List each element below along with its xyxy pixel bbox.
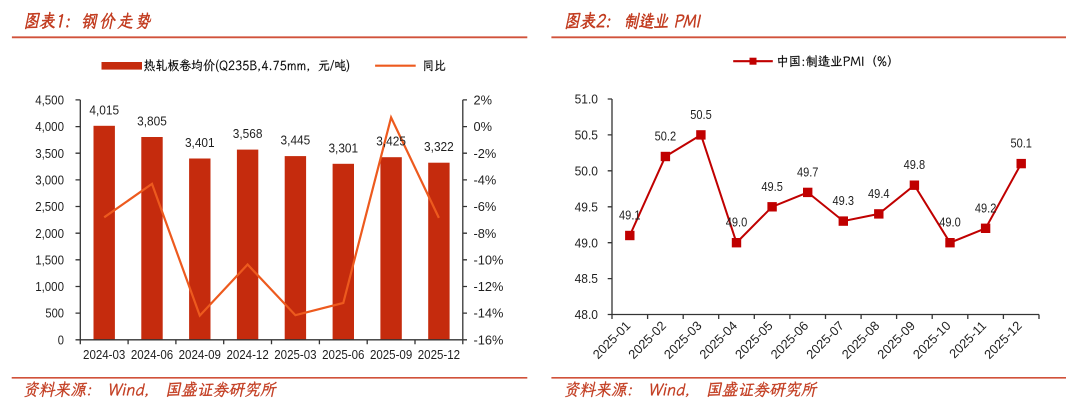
svg-text:-12%: -12% — [474, 279, 504, 294]
svg-text:2025-06: 2025-06 — [322, 347, 364, 362]
svg-text:2024-06: 2024-06 — [131, 347, 173, 362]
svg-text:3,425: 3,425 — [376, 134, 406, 149]
svg-text:48.5: 48.5 — [575, 271, 598, 286]
svg-text:49.2: 49.2 — [975, 200, 997, 215]
svg-text:-8%: -8% — [474, 226, 497, 241]
svg-text:-10%: -10% — [474, 252, 504, 267]
svg-text:49.0: 49.0 — [575, 235, 598, 250]
svg-text:50.1: 50.1 — [1010, 136, 1032, 151]
svg-text:2024-03: 2024-03 — [83, 347, 125, 362]
svg-text:2,000: 2,000 — [35, 226, 64, 241]
svg-text:2025-09: 2025-09 — [370, 347, 412, 362]
svg-text:49.7: 49.7 — [797, 164, 819, 179]
svg-text:4,000: 4,000 — [35, 119, 64, 134]
svg-text:48.0: 48.0 — [575, 307, 598, 322]
svg-text:49.0: 49.0 — [939, 215, 961, 230]
svg-text:51.0: 51.0 — [575, 92, 598, 107]
svg-text:2%: 2% — [474, 93, 493, 108]
svg-text:1,000: 1,000 — [35, 279, 64, 294]
svg-text:50.5: 50.5 — [575, 128, 598, 143]
svg-text:2025-12: 2025-12 — [418, 347, 460, 362]
svg-text:-4%: -4% — [474, 173, 497, 188]
svg-text:3,568: 3,568 — [233, 126, 263, 141]
svg-text:3,322: 3,322 — [424, 139, 454, 154]
svg-text:49.3: 49.3 — [833, 193, 855, 208]
svg-text:49.4: 49.4 — [868, 186, 890, 201]
svg-text:49.5: 49.5 — [761, 179, 783, 194]
svg-text:49.0: 49.0 — [726, 215, 748, 230]
svg-text:500: 500 — [45, 306, 64, 321]
svg-text:50.5: 50.5 — [690, 107, 712, 122]
svg-text:-6%: -6% — [474, 199, 497, 214]
svg-text:4,500: 4,500 — [35, 93, 64, 108]
svg-text:-16%: -16% — [474, 332, 504, 347]
svg-text:3,445: 3,445 — [281, 133, 311, 148]
svg-text:2024-12: 2024-12 — [226, 347, 268, 362]
svg-text:50.0: 50.0 — [575, 163, 598, 178]
svg-text:2025-03: 2025-03 — [274, 347, 316, 362]
svg-text:-2%: -2% — [474, 146, 497, 161]
svg-text:3,805: 3,805 — [137, 114, 167, 129]
svg-text:3,301: 3,301 — [328, 140, 358, 155]
svg-text:50.2: 50.2 — [655, 129, 677, 144]
svg-text:-14%: -14% — [474, 306, 504, 321]
svg-text:1,500: 1,500 — [35, 252, 64, 267]
svg-text:49.8: 49.8 — [904, 157, 926, 172]
svg-text:3,000: 3,000 — [35, 173, 64, 188]
svg-text:49.1: 49.1 — [619, 208, 641, 223]
svg-text:0: 0 — [58, 332, 64, 347]
svg-text:4,015: 4,015 — [89, 102, 119, 117]
svg-text:2024-09: 2024-09 — [179, 347, 221, 362]
svg-text:3,500: 3,500 — [35, 146, 64, 161]
svg-text:49.5: 49.5 — [575, 199, 598, 214]
svg-text:0%: 0% — [474, 119, 493, 134]
svg-text:3,401: 3,401 — [185, 135, 215, 150]
svg-text:2,500: 2,500 — [35, 199, 64, 214]
